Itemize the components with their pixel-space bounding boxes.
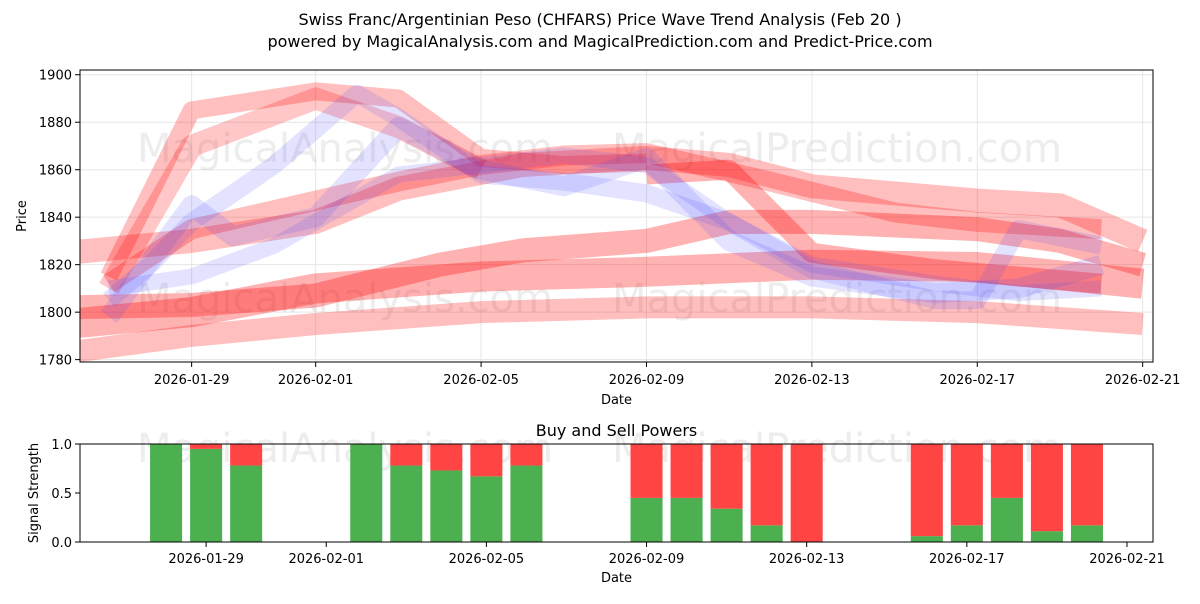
x-tick-label: 2026-02-13 (769, 552, 845, 567)
series-line-red-wave-4 (80, 145, 1148, 264)
watermark-text: MagicalAnalysis.com (137, 126, 553, 172)
sell-bar (190, 444, 223, 449)
x-tick-label: 2026-02-17 (939, 373, 1015, 388)
x-tick-label: 2026-02-13 (774, 373, 850, 388)
y-tick-label: 1880 (39, 116, 72, 131)
buy-bar (710, 508, 743, 542)
x-tick-label: 2026-02-05 (449, 552, 525, 567)
buy-bar (430, 470, 463, 542)
buy-bar (950, 525, 983, 542)
price-wave-panel: MagicalAnalysis.com MagicalPrediction.com… (15, 69, 1180, 408)
buy-bar (1030, 531, 1063, 542)
y-tick-label: 1780 (39, 354, 72, 369)
y-tick-label: 1800 (39, 306, 72, 321)
series-line-blue-wave-3 (107, 147, 1102, 302)
buy-bar (390, 465, 423, 542)
sell-bar (470, 444, 503, 477)
sell-bar (750, 444, 783, 526)
series-line-red-wave-2 (99, 87, 487, 294)
sell-bar (910, 444, 943, 537)
chart-title-line2: powered by MagicalAnalysis.com and Magic… (267, 32, 932, 51)
series-line-red-wave-6 (80, 249, 1145, 338)
y-tick-label: 1.0 (51, 438, 72, 453)
y-tick-label: 1900 (39, 69, 72, 84)
x-tick-label: 2026-02-09 (609, 552, 685, 567)
buy-bar (670, 497, 703, 542)
buy-bar (230, 465, 263, 542)
sell-bar (990, 444, 1023, 498)
chart-title-line1: Swiss Franc/Argentinian Peso (CHFARS) Pr… (298, 10, 901, 29)
y-tick-label: 0.5 (51, 487, 72, 502)
buy-bar (910, 536, 943, 542)
sell-bar (950, 444, 983, 526)
series-group (80, 82, 1148, 362)
sell-bar (790, 444, 823, 542)
buy-bar (1070, 525, 1103, 542)
watermark-text: MagicalPrediction.com (612, 276, 1062, 322)
y-tick-label: 1840 (39, 211, 72, 226)
y-tick-label: 0.0 (51, 536, 72, 551)
x-tick-label: 2026-02-01 (278, 373, 354, 388)
x-tick-label: 2026-01-29 (168, 552, 244, 567)
y-axis-label: Signal Strength (27, 443, 42, 543)
subchart-title: Buy and Sell Powers (536, 421, 698, 440)
buy-bar (190, 448, 223, 542)
x-tick-label: 2026-02-09 (609, 373, 685, 388)
x-axis-label: Date (601, 571, 632, 586)
watermark-text: MagicalAnalysis.com (137, 276, 553, 322)
series-line-red-wave-8 (645, 159, 1103, 294)
x-tick-label: 2026-02-01 (288, 552, 364, 567)
x-axis-label: Date (601, 393, 632, 408)
x-tick-label: 2026-01-29 (154, 373, 230, 388)
series-line-red-wave-1 (100, 82, 647, 281)
sell-bar (510, 444, 543, 466)
series-line-red-wave-7 (80, 296, 1144, 362)
sell-bar (390, 444, 423, 466)
sell-bar (430, 444, 463, 471)
y-tick-label: 1860 (39, 164, 72, 179)
watermark-text: MagicalPrediction.com (612, 126, 1062, 172)
series-line-blue-wave-2 (100, 117, 1105, 323)
buy-bar (510, 465, 543, 542)
series-line-red-wave-3 (103, 143, 1102, 293)
buy-bar (630, 497, 663, 542)
buy-bar (470, 476, 503, 542)
x-tick-label: 2026-02-17 (929, 552, 1005, 567)
x-tick-label: 2026-02-21 (1105, 373, 1181, 388)
buy-sell-panel: MagicalAnalysis.com MagicalPrediction.com… (27, 421, 1165, 586)
series-line-red-wave-5 (80, 209, 1147, 320)
sell-bar (1030, 444, 1063, 532)
series-line-blue-wave-1 (103, 84, 1104, 310)
y-tick-label: 1820 (39, 259, 72, 274)
x-tick-label: 2026-02-05 (443, 373, 519, 388)
sell-bar (710, 444, 743, 509)
buy-bar (150, 444, 183, 542)
sell-bar (230, 444, 263, 466)
x-tick-label: 2026-02-21 (1089, 552, 1165, 567)
sell-bar (630, 444, 663, 498)
sell-bar (1070, 444, 1103, 526)
top-plot-frame (79, 69, 1154, 363)
buy-bar (750, 525, 783, 542)
y-axis-label: Price (15, 200, 30, 232)
sell-bar (670, 444, 703, 498)
buy-bar (350, 444, 383, 542)
buy-bar (990, 497, 1023, 542)
